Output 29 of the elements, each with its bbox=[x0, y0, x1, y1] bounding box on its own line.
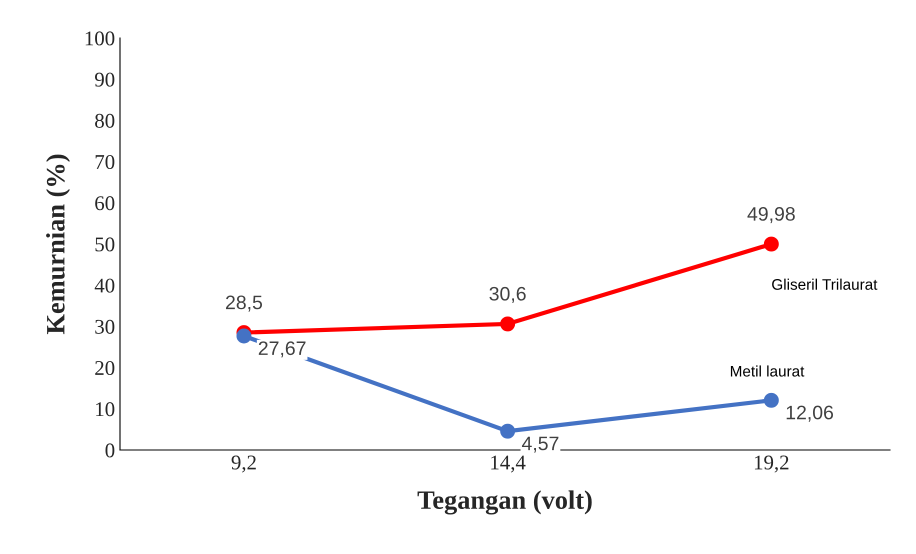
y-tick-label: 20 bbox=[95, 360, 114, 376]
x-tick-label: 19,2 bbox=[754, 456, 788, 473]
point bbox=[764, 392, 779, 408]
point bbox=[236, 328, 252, 344]
y-axis-title: Kemurnian (%) bbox=[46, 154, 70, 334]
data-label: 4,57 bbox=[522, 436, 558, 453]
y-tick-label: 90 bbox=[94, 72, 114, 87]
x-axis-title: Tegangan (volt) bbox=[418, 490, 592, 515]
series-label: Metil laurat bbox=[730, 365, 804, 377]
y-tick-label: 50 bbox=[96, 237, 114, 252]
point bbox=[500, 316, 516, 332]
y-tick-label: 100 bbox=[86, 31, 114, 46]
data-label: 12,06 bbox=[786, 406, 834, 422]
point bbox=[764, 236, 779, 252]
y-tick-label: 70 bbox=[96, 154, 114, 170]
data-label: 49,98 bbox=[747, 207, 795, 224]
data-label: 27,67 bbox=[258, 341, 306, 358]
y-tick-label: 0 bbox=[106, 443, 114, 458]
y-tick-label: 10 bbox=[96, 402, 114, 416]
data-label: 28,5 bbox=[226, 296, 262, 312]
x-tick-label: 9,2 bbox=[232, 456, 256, 473]
y-tick-label: 80 bbox=[95, 114, 114, 128]
y-tick-label: 30 bbox=[95, 320, 114, 334]
x-tick-label: 14,4 bbox=[491, 456, 526, 473]
y-tick-label: 60 bbox=[95, 196, 114, 210]
y-tick-label: 40 bbox=[94, 278, 114, 293]
point bbox=[500, 424, 516, 439]
series-label: Gliseril Trilaurat bbox=[772, 278, 878, 290]
data-label: 30,6 bbox=[489, 286, 526, 303]
